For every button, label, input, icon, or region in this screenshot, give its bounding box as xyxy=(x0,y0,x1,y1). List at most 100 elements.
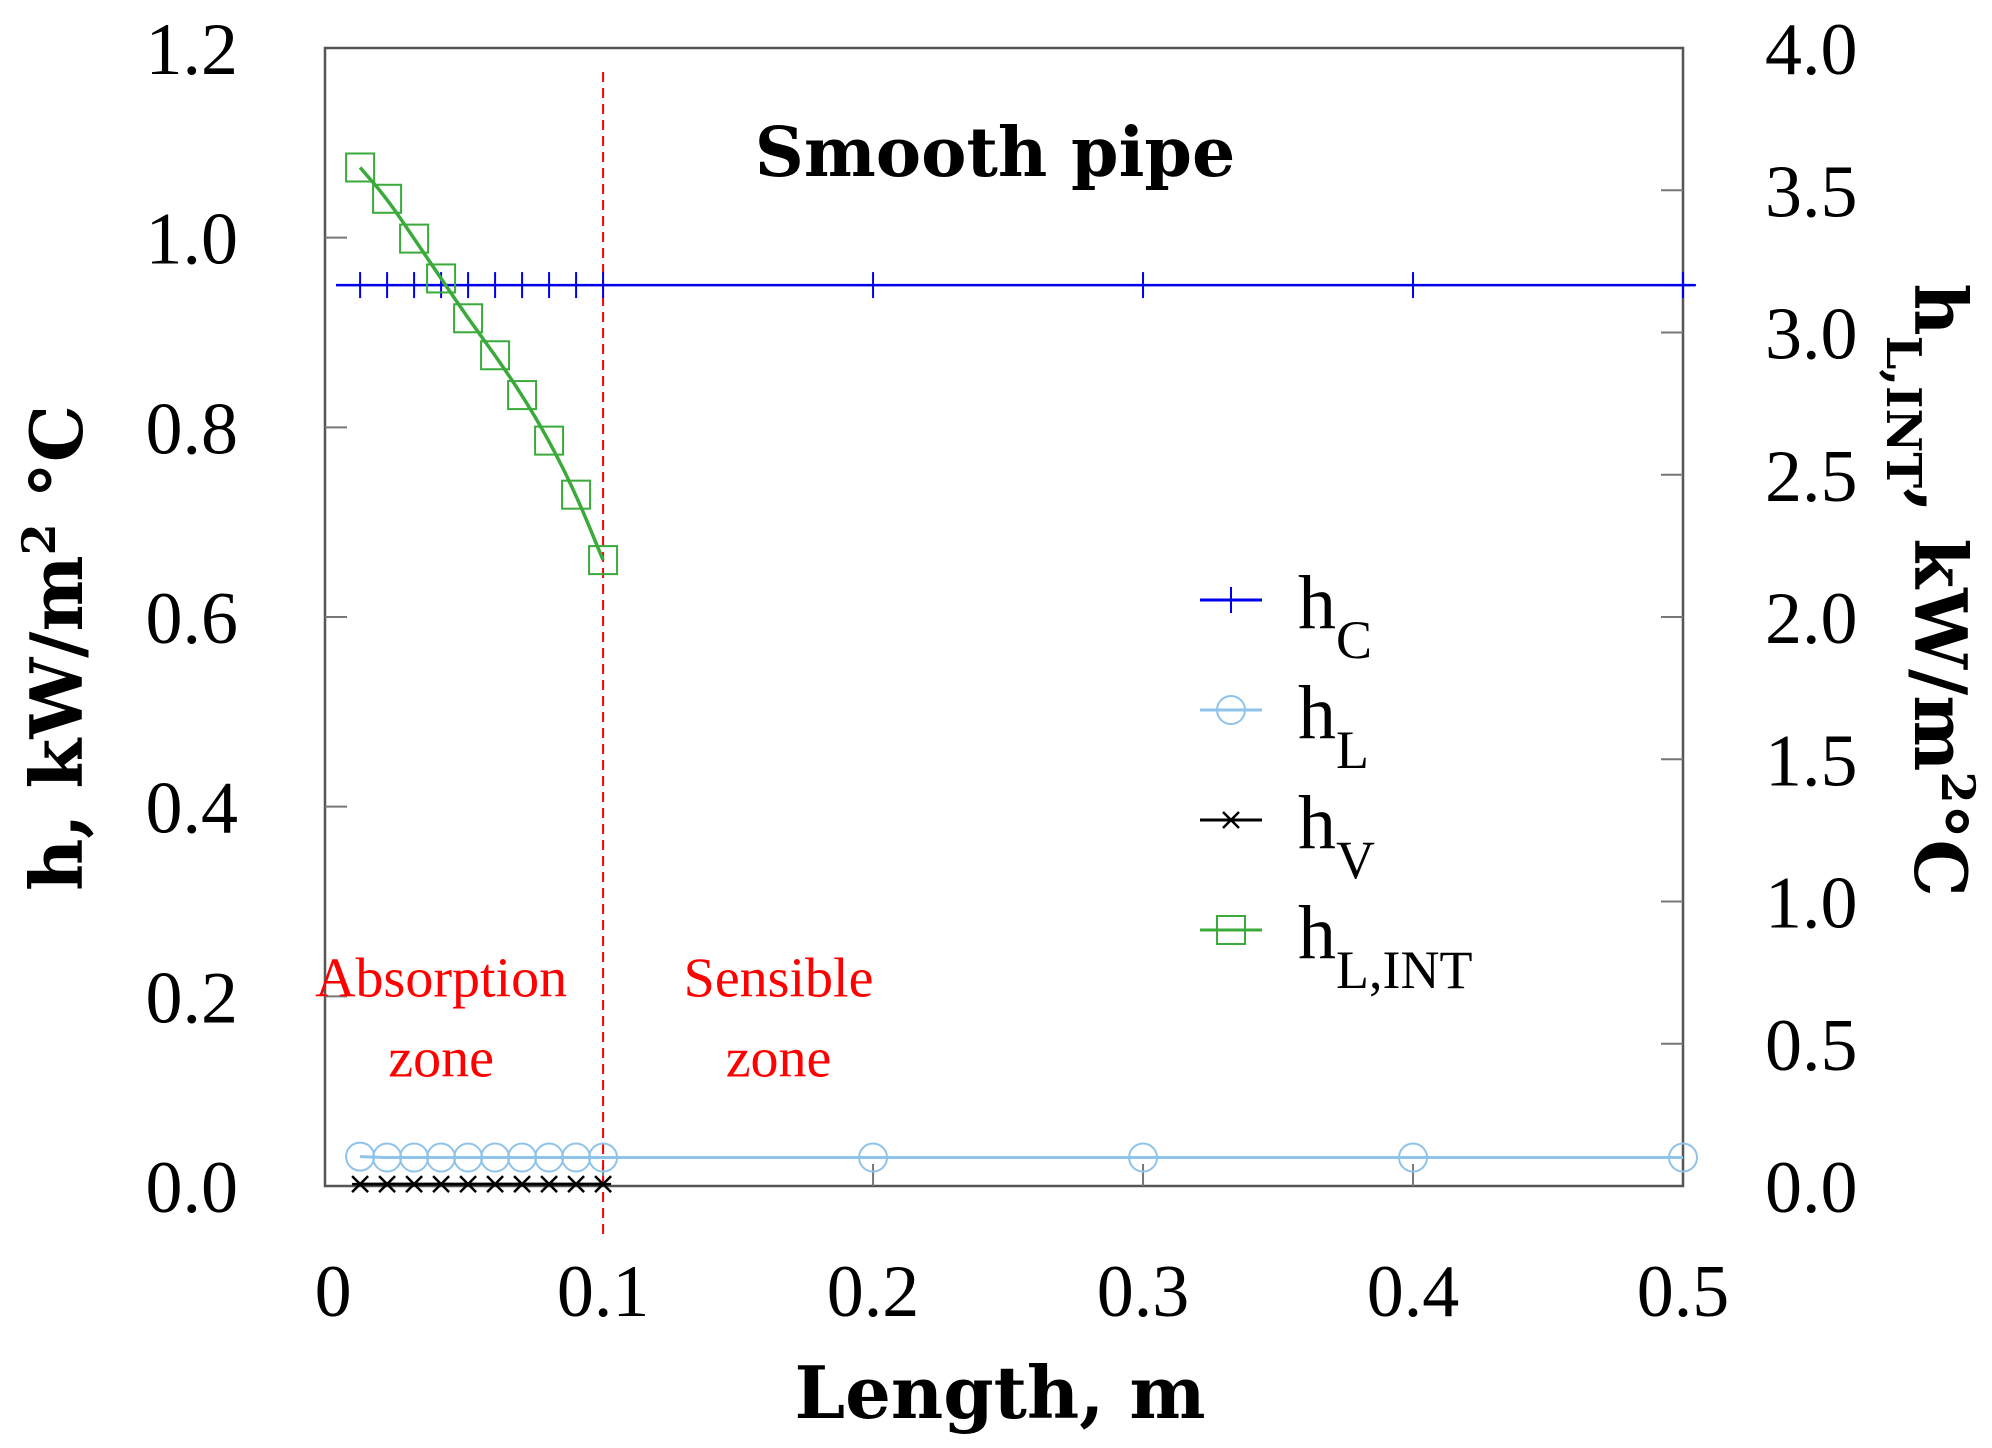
data-point xyxy=(567,1175,585,1193)
data-point xyxy=(401,272,428,299)
star-d2 xyxy=(351,1175,369,1193)
y-tick-label: 0.2 xyxy=(146,957,239,1039)
data-point xyxy=(453,1142,484,1173)
star-d2 xyxy=(567,1175,585,1193)
data-point xyxy=(561,1142,592,1173)
y-axis-ticks: 0.0 0.2 0.4 0.6 0.8 1.0 1.2 xyxy=(146,9,347,1229)
legend-label: hL,INT xyxy=(1298,891,1472,1000)
legend-label: hV xyxy=(1298,781,1375,890)
y-axis-title: h, kW/m2 °C xyxy=(12,405,99,891)
chart-title: Smooth pipe xyxy=(755,113,1235,193)
legend-marker xyxy=(1218,587,1244,613)
series-h-l-int xyxy=(345,152,619,576)
y2-axis-title: hL,INT, kW/m2°C xyxy=(1875,283,1985,897)
zone-label: zone xyxy=(726,1027,832,1089)
y-tick-label: 1.2 xyxy=(146,9,239,91)
data-point xyxy=(590,272,617,299)
series-line xyxy=(360,1155,1683,1160)
data-point xyxy=(486,1175,504,1193)
data-point xyxy=(432,1175,450,1193)
y2-axis-ticks: 0.0 0.5 1.0 1.5 2.0 2.5 3.0 3.5 4.0 xyxy=(1661,9,1858,1229)
star-d2 xyxy=(540,1175,558,1193)
data-point xyxy=(507,380,538,411)
y2-tick-label: 3.0 xyxy=(1765,294,1858,376)
data-point xyxy=(860,272,887,299)
data-point xyxy=(858,1142,889,1173)
series-h-c xyxy=(336,272,1696,299)
data-point xyxy=(534,1142,565,1173)
x-tick-label: 0.5 xyxy=(1637,1251,1730,1333)
series-line xyxy=(358,166,605,561)
data-point xyxy=(426,1142,457,1173)
y-tick-label: 0.6 xyxy=(146,578,239,660)
y2-tick-label: 2.0 xyxy=(1765,578,1858,660)
zone-label: Absorption xyxy=(315,947,567,1009)
data-point xyxy=(405,1175,423,1193)
data-point xyxy=(351,1175,369,1193)
data-point xyxy=(594,1175,612,1193)
x-axis-title: Length, m xyxy=(794,1350,1205,1435)
data-point xyxy=(513,1175,531,1193)
data-point xyxy=(1400,272,1427,299)
series-h-l xyxy=(345,1141,1698,1173)
data-point xyxy=(480,340,511,371)
data-point xyxy=(426,263,457,294)
star-d2 xyxy=(432,1175,450,1193)
legend-item: hL xyxy=(1200,671,1369,780)
data-point xyxy=(1670,272,1696,299)
x-tick-label: 0.1 xyxy=(557,1251,650,1333)
legend-item: hC xyxy=(1200,561,1372,670)
y2-tick-label: 3.5 xyxy=(1765,151,1858,233)
y-tick-label: 1.0 xyxy=(146,199,239,281)
star-d2 xyxy=(405,1175,423,1193)
x-tick-label: 0.3 xyxy=(1097,1251,1190,1333)
star-d2 xyxy=(594,1175,612,1193)
legend-label: hC xyxy=(1298,561,1372,670)
data-point xyxy=(534,425,565,456)
data-point xyxy=(378,1175,396,1193)
series-h-v xyxy=(351,1175,612,1193)
y2-tick-label: 4.0 xyxy=(1765,9,1858,91)
x-tick-label: 0.2 xyxy=(827,1251,920,1333)
y-tick-label: 0.8 xyxy=(146,388,239,470)
legend-marker xyxy=(1222,811,1240,829)
y2-tick-label: 1.0 xyxy=(1765,863,1858,945)
star-d2 xyxy=(378,1175,396,1193)
data-point xyxy=(1668,1142,1698,1173)
y-tick-label: 0.0 xyxy=(146,1147,239,1229)
data-point xyxy=(588,545,619,576)
star-d2 xyxy=(486,1175,504,1193)
y2-tick-label: 0.0 xyxy=(1765,1147,1858,1229)
data-point xyxy=(345,152,376,183)
data-point xyxy=(482,272,509,299)
data-point xyxy=(399,1142,430,1173)
legend-marker xyxy=(1216,915,1246,945)
x-tick-label: 0 xyxy=(315,1251,352,1333)
data-point xyxy=(455,272,482,299)
legend-marker xyxy=(1216,695,1246,725)
data-point xyxy=(372,1142,403,1173)
zone-label: Sensible xyxy=(684,947,874,1009)
star-d2 xyxy=(459,1175,477,1193)
data-point xyxy=(588,1142,619,1173)
x-axis-ticks: 0 0.1 0.2 0.3 0.4 0.5 xyxy=(315,1164,1730,1333)
data-point xyxy=(347,272,374,299)
data-point xyxy=(1398,1142,1429,1173)
data-point xyxy=(540,1175,558,1193)
zone-label: zone xyxy=(388,1027,494,1089)
data-point xyxy=(536,272,563,299)
y2-tick-label: 0.5 xyxy=(1765,1005,1858,1087)
legend-label: hL xyxy=(1298,671,1369,780)
data-point xyxy=(372,183,403,214)
y2-tick-label: 1.5 xyxy=(1765,720,1858,802)
data-point xyxy=(480,1142,511,1173)
data-point xyxy=(507,1142,538,1173)
star-d2 xyxy=(1222,811,1240,829)
data-point xyxy=(374,272,401,299)
star-d2 xyxy=(513,1175,531,1193)
data-point xyxy=(453,303,484,334)
x-tick-label: 0.4 xyxy=(1367,1251,1460,1333)
y2-tick-label: 2.5 xyxy=(1765,436,1858,518)
